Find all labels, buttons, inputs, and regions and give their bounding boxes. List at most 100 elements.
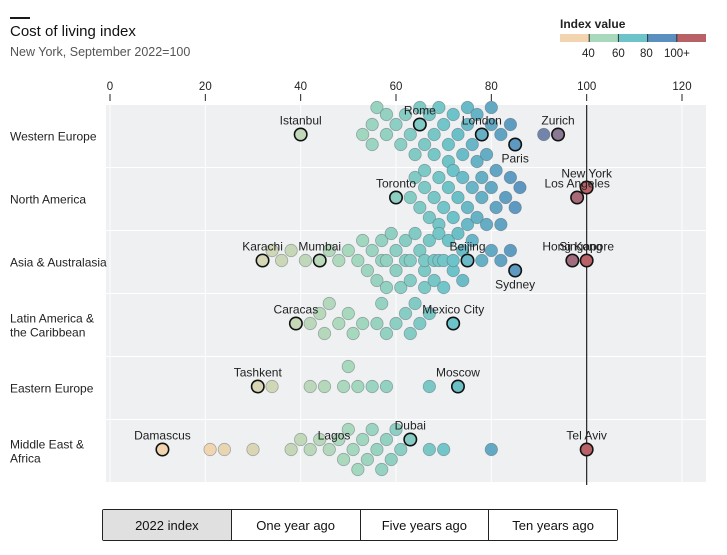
city-point-sydney[interactable] [508, 263, 523, 278]
city-point[interactable] [437, 442, 451, 457]
city-point[interactable] [341, 243, 355, 258]
city-point[interactable] [389, 263, 403, 278]
city-point-new-york[interactable] [579, 180, 594, 195]
city-point[interactable] [499, 190, 513, 205]
city-point[interactable] [379, 432, 394, 447]
city-point[interactable] [503, 170, 517, 185]
city-point[interactable] [427, 147, 441, 162]
city-point[interactable] [303, 379, 317, 394]
city-point[interactable] [336, 379, 351, 394]
city-point-dubai[interactable] [403, 432, 418, 447]
city-point[interactable] [389, 422, 403, 437]
city-point[interactable] [351, 379, 365, 394]
city-point[interactable] [294, 432, 308, 447]
city-point-rome[interactable] [412, 117, 427, 132]
city-point[interactable] [422, 233, 436, 248]
city-point[interactable] [460, 217, 475, 232]
city-point[interactable] [456, 170, 470, 185]
city-point[interactable] [460, 100, 475, 115]
city-point[interactable] [379, 379, 394, 394]
city-point[interactable] [398, 107, 413, 122]
city-point[interactable] [408, 170, 422, 185]
city-point[interactable] [217, 442, 231, 457]
city-point[interactable] [484, 180, 498, 195]
city-point[interactable] [508, 200, 522, 215]
city-point[interactable] [408, 296, 422, 311]
city-point[interactable] [446, 163, 460, 178]
city-point[interactable] [370, 100, 384, 115]
city-point[interactable] [484, 100, 498, 115]
city-point[interactable] [379, 280, 394, 295]
city-point[interactable] [470, 107, 484, 122]
city-point[interactable] [456, 273, 470, 288]
city-point[interactable] [494, 127, 508, 142]
city-point[interactable] [346, 326, 360, 341]
city-point-tashkent[interactable] [250, 379, 265, 394]
city-point[interactable] [422, 210, 436, 225]
city-point[interactable] [451, 127, 465, 142]
city-point[interactable] [484, 117, 498, 132]
city-point[interactable] [384, 452, 398, 467]
city-point[interactable] [389, 316, 403, 331]
city-point[interactable] [356, 316, 370, 331]
city-point[interactable] [322, 442, 336, 457]
city-point-istanbul[interactable] [293, 127, 308, 142]
city-point-singapore[interactable] [579, 253, 594, 268]
city-point[interactable] [360, 263, 374, 278]
city-point[interactable] [417, 280, 432, 295]
city-point[interactable] [484, 442, 498, 457]
city-point[interactable] [360, 452, 374, 467]
city-point[interactable] [332, 253, 346, 268]
city-point[interactable] [317, 326, 332, 341]
city-point[interactable] [446, 107, 460, 122]
city-point[interactable] [432, 226, 446, 241]
city-point[interactable] [313, 306, 327, 321]
city-point[interactable] [365, 422, 379, 437]
city-point[interactable] [437, 280, 451, 295]
city-point[interactable] [379, 107, 394, 122]
city-point[interactable] [489, 163, 503, 178]
city-point[interactable] [427, 127, 441, 142]
city-point[interactable] [370, 316, 384, 331]
city-point[interactable] [446, 253, 460, 268]
city-point[interactable] [246, 442, 260, 457]
city-point[interactable] [403, 326, 417, 341]
city-point[interactable] [465, 137, 479, 152]
city-point[interactable] [437, 117, 451, 132]
city-point[interactable] [479, 217, 494, 232]
city-point[interactable] [351, 462, 365, 477]
city-point[interactable] [375, 462, 389, 477]
city-point[interactable] [384, 226, 398, 241]
city-point[interactable] [417, 180, 432, 195]
city-point[interactable] [432, 100, 446, 115]
city-point[interactable] [365, 137, 379, 152]
city-point-hong-kong[interactable] [565, 253, 580, 268]
city-point[interactable] [394, 280, 408, 295]
city-point[interactable] [446, 210, 460, 225]
city-point[interactable] [370, 442, 384, 457]
city-point-beijing[interactable] [460, 253, 475, 268]
city-point-paris[interactable] [508, 137, 523, 152]
city-point[interactable] [332, 432, 346, 447]
city-point[interactable] [341, 359, 355, 374]
city-point[interactable] [303, 316, 317, 331]
city-point[interactable] [413, 316, 427, 331]
city-point-los-angeles[interactable] [570, 190, 585, 205]
city-point[interactable] [413, 100, 427, 115]
city-point[interactable] [432, 170, 446, 185]
city-point-toronto[interactable] [388, 190, 403, 205]
city-point[interactable] [356, 127, 370, 142]
city-point[interactable] [322, 296, 336, 311]
city-point[interactable] [460, 117, 475, 132]
city-point[interactable] [284, 442, 298, 457]
city-point[interactable] [503, 243, 517, 258]
city-point[interactable] [389, 117, 403, 132]
city-point[interactable] [403, 190, 417, 205]
city-point[interactable] [265, 243, 279, 258]
city-point[interactable] [484, 243, 498, 258]
city-point[interactable] [422, 379, 436, 394]
tab-2022-index[interactable]: 2022 index [103, 510, 232, 540]
city-point[interactable] [403, 273, 417, 288]
city-point[interactable] [394, 137, 408, 152]
city-point[interactable] [403, 127, 417, 142]
